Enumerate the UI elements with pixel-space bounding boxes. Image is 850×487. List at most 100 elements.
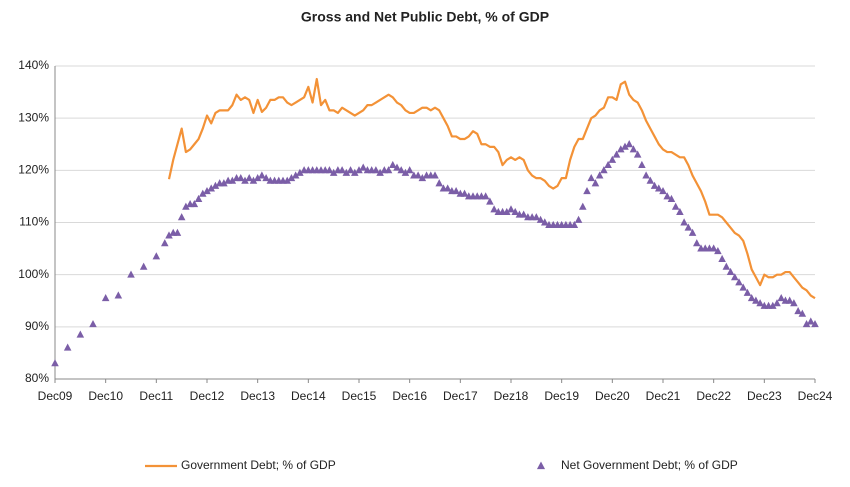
x-tick-label: Dez18 bbox=[494, 389, 529, 403]
point bbox=[676, 207, 684, 216]
point bbox=[578, 202, 587, 210]
point bbox=[600, 166, 608, 174]
x-tick-label: Dec13 bbox=[240, 389, 275, 403]
point bbox=[638, 160, 646, 169]
point bbox=[346, 166, 355, 174]
point bbox=[730, 273, 739, 281]
point bbox=[625, 140, 634, 148]
line bbox=[167, 77, 816, 300]
point bbox=[752, 296, 760, 304]
point bbox=[608, 155, 617, 163]
legend-label: Net Government Debt; % of GDP bbox=[561, 458, 738, 472]
point bbox=[722, 262, 731, 270]
point bbox=[616, 145, 625, 153]
point bbox=[726, 267, 735, 275]
point bbox=[536, 215, 545, 223]
point bbox=[587, 173, 596, 182]
point bbox=[507, 205, 515, 213]
point bbox=[342, 168, 351, 176]
point bbox=[89, 320, 97, 328]
point bbox=[372, 166, 380, 174]
x-tick-label: Dec09 bbox=[38, 389, 73, 403]
point bbox=[190, 200, 199, 208]
x-tick-label: Dec16 bbox=[392, 389, 427, 403]
y-tick-label: 110% bbox=[19, 215, 49, 229]
point bbox=[173, 228, 182, 236]
point bbox=[431, 171, 439, 179]
x-tick-label: Dec22 bbox=[696, 389, 731, 403]
point bbox=[258, 171, 266, 179]
point bbox=[591, 179, 600, 187]
point bbox=[684, 223, 693, 231]
x-tick-label: Dec23 bbox=[747, 389, 782, 403]
point bbox=[532, 213, 541, 221]
point bbox=[718, 254, 726, 262]
point bbox=[604, 160, 612, 169]
point bbox=[511, 207, 520, 216]
point bbox=[794, 306, 802, 315]
point bbox=[435, 179, 444, 187]
point bbox=[241, 176, 249, 184]
point bbox=[198, 189, 207, 197]
point bbox=[519, 210, 528, 218]
x-tick-label: Dec14 bbox=[291, 389, 326, 403]
point bbox=[220, 179, 228, 187]
point bbox=[405, 166, 414, 174]
point bbox=[182, 202, 190, 210]
point bbox=[756, 299, 764, 307]
point bbox=[486, 197, 494, 205]
point bbox=[768, 301, 777, 309]
point bbox=[139, 262, 148, 270]
point bbox=[127, 270, 135, 278]
point bbox=[595, 171, 604, 179]
point bbox=[785, 296, 794, 304]
point bbox=[773, 299, 781, 307]
point bbox=[253, 173, 262, 182]
point bbox=[194, 194, 203, 202]
x-tick-label: Dec19 bbox=[544, 389, 579, 403]
point bbox=[76, 330, 85, 338]
point bbox=[249, 176, 258, 184]
point bbox=[570, 220, 579, 229]
point bbox=[612, 150, 621, 158]
point bbox=[646, 176, 655, 184]
point bbox=[325, 166, 334, 174]
point bbox=[654, 184, 663, 192]
point bbox=[350, 168, 359, 176]
y-tick-label: 80% bbox=[25, 371, 49, 385]
point bbox=[811, 320, 819, 328]
point bbox=[355, 166, 363, 174]
x-tick-label: Dec12 bbox=[190, 389, 225, 403]
point bbox=[709, 244, 718, 252]
point bbox=[401, 168, 410, 176]
point bbox=[659, 187, 667, 195]
point bbox=[714, 246, 722, 255]
point bbox=[633, 150, 642, 158]
point bbox=[165, 231, 173, 239]
point bbox=[802, 320, 811, 328]
chart-title: Gross and Net Public Debt, % of GDP bbox=[301, 9, 549, 25]
point bbox=[777, 293, 786, 302]
point bbox=[160, 239, 169, 247]
point bbox=[735, 278, 743, 286]
point bbox=[262, 173, 270, 182]
point bbox=[338, 166, 346, 174]
point bbox=[443, 184, 452, 192]
x-tick-label: Dec24 bbox=[798, 389, 833, 403]
point bbox=[692, 239, 701, 247]
point bbox=[152, 252, 161, 260]
point bbox=[688, 228, 697, 236]
point bbox=[452, 187, 460, 195]
point bbox=[296, 168, 304, 176]
x-tick-label: Dec21 bbox=[646, 389, 681, 403]
point bbox=[642, 171, 650, 179]
point bbox=[283, 176, 292, 184]
point bbox=[502, 207, 511, 216]
y-tick-label: 140% bbox=[18, 58, 49, 72]
point bbox=[798, 309, 807, 317]
point bbox=[384, 166, 393, 174]
point bbox=[388, 160, 397, 169]
x-tick-label: Dec20 bbox=[595, 389, 630, 403]
point bbox=[574, 215, 583, 223]
